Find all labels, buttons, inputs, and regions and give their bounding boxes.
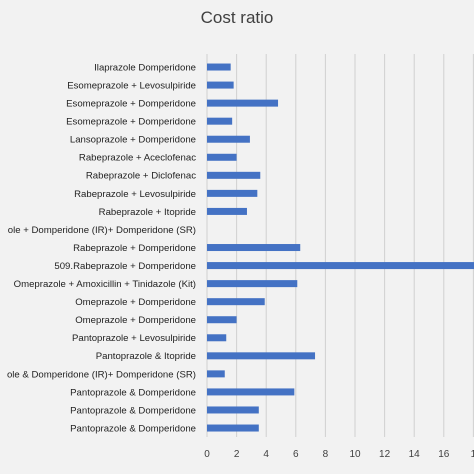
- bar: [207, 117, 233, 125]
- category-label: 509.Rabeprazole + Domperidone: [54, 261, 196, 272]
- x-tick-label: 10: [349, 449, 361, 460]
- bar: [207, 352, 316, 360]
- category-label: Esomeprazole + Domperidone: [66, 117, 196, 128]
- x-tick-label: 14: [409, 449, 421, 460]
- x-tick-label: 12: [379, 449, 391, 460]
- bar: [207, 316, 237, 324]
- category-label: Omeprazole + Domperidone: [75, 315, 196, 326]
- bar: [207, 135, 250, 143]
- x-tick-label: 1: [471, 449, 474, 460]
- category-label: Rabeprazole + Levosulpiride: [74, 189, 196, 200]
- x-tick-label: 0: [204, 449, 210, 460]
- category-label: Ilaprazole Domperidone: [94, 62, 196, 73]
- bar: [207, 171, 261, 179]
- category-label: Pantoprazole & Domperidone: [70, 387, 196, 398]
- category-label: ole & Domperidone (IR)+ Domperidone (SR): [7, 369, 196, 380]
- category-label: Omeprazole + Amoxicillin + Tinidazole (K…: [14, 279, 196, 290]
- x-tick-label: 2: [234, 449, 240, 460]
- category-label: Rabeprazole + Domperidone: [73, 243, 196, 254]
- category-label: Lansoprazole + Domperidone: [70, 135, 196, 146]
- bar: [207, 207, 247, 215]
- category-label: Pantoprazole & Domperidone: [70, 423, 196, 434]
- bar: [207, 153, 237, 161]
- bar: [207, 406, 259, 414]
- x-tick-label: 4: [263, 449, 269, 460]
- x-tick-label: 8: [323, 449, 329, 460]
- bar: [207, 280, 298, 288]
- category-label: Omeprazole + Domperidone: [75, 297, 196, 308]
- category-label: Esomeprazole + Levosulpiride: [67, 80, 196, 91]
- category-label: Rabeprazole + Aceclofenac: [79, 153, 196, 164]
- x-tick-label: 16: [438, 449, 450, 460]
- category-label: Rabeprazole + Itopride: [99, 207, 196, 218]
- x-tick-label: 6: [293, 449, 299, 460]
- category-label: Esomeprazole + Domperidone: [66, 99, 196, 110]
- bar: [207, 63, 231, 71]
- category-label: Pantoprazole & Domperidone: [70, 405, 196, 416]
- category-label: Pantoprazole + Levosulpiride: [72, 333, 196, 344]
- category-label: Pantoprazole & Itopride: [96, 351, 196, 362]
- chart-title: Cost ratio: [200, 8, 274, 27]
- bar: [207, 424, 259, 432]
- category-label: Rabeprazole + Diclofenac: [86, 171, 196, 182]
- bar: [207, 370, 225, 378]
- bar: [207, 244, 301, 252]
- bar: [207, 334, 227, 342]
- bar: [207, 81, 234, 89]
- bar: [207, 99, 279, 107]
- category-label: ole + Domperidone (IR)+ Domperidone (SR): [8, 225, 196, 236]
- bar: [207, 388, 295, 396]
- bar: [207, 189, 258, 197]
- bar: [207, 262, 474, 270]
- bar: [207, 298, 265, 306]
